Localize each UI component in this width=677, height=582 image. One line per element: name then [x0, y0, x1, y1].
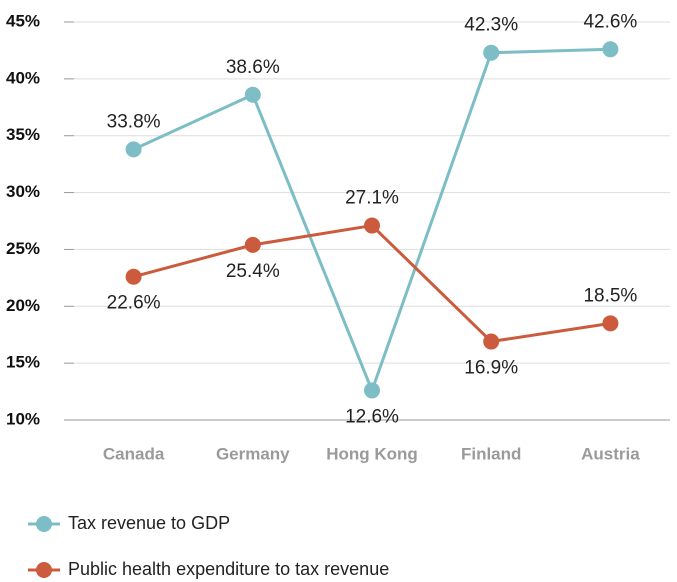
legend-marker [36, 516, 52, 532]
y-tick-label: 30% [6, 182, 40, 201]
x-tick-label: Hong Kong [326, 444, 418, 463]
data-point [364, 217, 380, 234]
data-label: 42.3% [464, 15, 518, 36]
y-tick-label: 45% [6, 11, 40, 30]
data-label: 18.5% [583, 285, 637, 306]
data-point [483, 333, 500, 350]
legend-label: Tax revenue to GDP [68, 513, 230, 533]
data-label: 16.9% [464, 358, 518, 379]
data-point [244, 236, 261, 253]
y-tick-label: 25% [6, 239, 40, 258]
y-tick-label: 15% [6, 353, 40, 372]
x-tick-label: Finland [461, 444, 521, 463]
data-label: 38.6% [226, 57, 280, 78]
data-label: 25.4% [226, 261, 280, 282]
x-tick-label: Germany [216, 444, 290, 463]
data-label: 27.1% [345, 188, 399, 209]
data-label: 33.8% [107, 111, 161, 132]
x-tick-label: Canada [103, 444, 165, 463]
y-tick-label: 35% [6, 125, 40, 144]
data-label: 22.6% [107, 293, 161, 314]
y-tick-label: 20% [6, 296, 40, 315]
y-tick-label: 40% [6, 68, 40, 87]
data-point [125, 268, 142, 285]
data-label: 42.6% [583, 11, 637, 32]
legend-marker [36, 562, 52, 578]
data-point [602, 41, 619, 58]
data-point [483, 44, 500, 61]
data-label: 12.6% [345, 406, 399, 427]
data-point [602, 315, 619, 332]
data-point [125, 141, 142, 158]
x-tick-label: Austria [581, 444, 640, 463]
legend-label: Public health expenditure to tax revenue [68, 559, 389, 579]
data-point [244, 86, 261, 103]
data-point [364, 382, 380, 399]
series-line [133, 223, 611, 344]
y-tick-label: 10% [6, 409, 40, 428]
